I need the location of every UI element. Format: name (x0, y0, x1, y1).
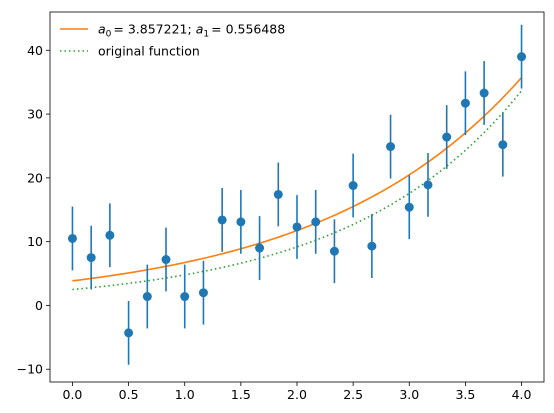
x-tick-label: 1.5 (231, 387, 251, 402)
y-tick-label: 0 (35, 298, 43, 313)
y-tick-label: −10 (17, 362, 43, 377)
legend-original-label: original function (98, 44, 200, 59)
legend: a0 = 3.857221; a1 = 0.556488 original funct… (60, 22, 285, 59)
axis-ticks: 0.0 0.5 1.0 1.5 2.0 2.5 3.0 3.5 4.0 −10 0 10 20 30 40 (17, 43, 532, 402)
data-point (255, 243, 265, 253)
data-point (479, 88, 489, 98)
data-point (348, 181, 358, 191)
y-tick-label: 10 (27, 234, 43, 249)
data-point (517, 52, 527, 62)
legend-fit-label: a0 = 3.857221; a1 = 0.556488 (98, 22, 285, 40)
x-tick-label: 3.5 (455, 387, 475, 402)
data-point (311, 217, 321, 227)
x-tick-label: 3.0 (399, 387, 419, 402)
data-point (423, 180, 433, 190)
data-point (386, 142, 396, 152)
data-point (367, 241, 377, 251)
y-tick-label: 40 (27, 43, 43, 58)
x-tick-label: 4.0 (512, 387, 532, 402)
data-point (161, 255, 171, 265)
data-point (67, 233, 77, 243)
data-point (217, 215, 227, 225)
data-point (404, 202, 414, 212)
data-point (124, 328, 134, 338)
x-tick-label: 0.0 (63, 387, 83, 402)
y-tick-label: 30 (27, 107, 43, 122)
data-point (198, 288, 208, 298)
data-point (236, 217, 246, 227)
data-point (292, 222, 302, 232)
data-point (442, 132, 452, 142)
y-tick-label: 20 (27, 170, 43, 185)
data-point (329, 246, 339, 256)
plot-area (67, 24, 527, 365)
x-tick-label: 2.5 (343, 387, 363, 402)
x-tick-label: 2.0 (287, 387, 307, 402)
x-tick-label: 1.0 (175, 387, 195, 402)
data-point (180, 292, 190, 302)
data-point (105, 230, 115, 240)
x-tick-label: 0.5 (119, 387, 139, 402)
data-point (86, 253, 96, 263)
data-point (498, 140, 508, 150)
data-point (460, 98, 470, 108)
data-point (142, 292, 152, 302)
data-point (273, 189, 283, 199)
